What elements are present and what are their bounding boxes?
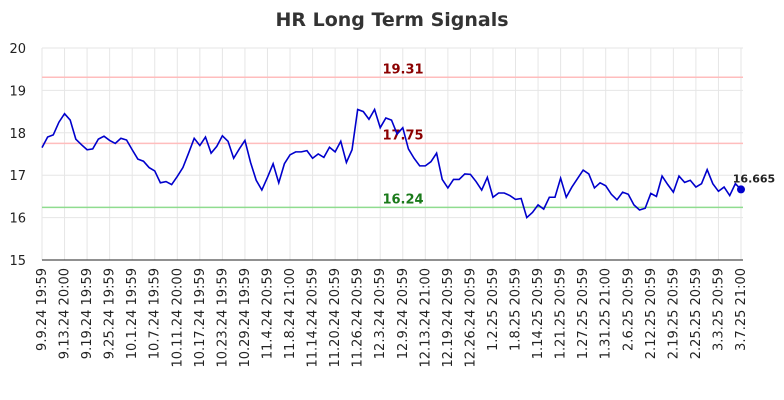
x-tick-label: 11.4.24 20:59: [260, 268, 275, 359]
x-tick-label: 1.31.25 21:00: [599, 268, 614, 359]
x-tick-label: 10.1.24 19:59: [125, 268, 140, 359]
reference-label: 19.31: [382, 62, 423, 77]
x-tick-label: 11.8.24 21:00: [283, 268, 298, 359]
chart-title: HR Long Term Signals: [275, 9, 508, 31]
x-tick-label: 1.21.25 20:59: [554, 268, 569, 359]
x-tick-label: 11.26.24 20:59: [351, 268, 366, 368]
x-tick-label: 9.13.24 20:00: [58, 268, 73, 359]
x-tick-label: 3.7.25 21:00: [734, 268, 749, 351]
x-tick-label: 2.19.25 20:59: [666, 268, 681, 359]
x-tick-label: 2.6.25 20:59: [621, 268, 636, 351]
x-tick-label: 12.13.24 21:00: [418, 268, 433, 368]
y-tick-label: 19: [9, 84, 26, 99]
reference-label: 17.75: [382, 128, 423, 143]
x-tick-label: 10.29.24 19:59: [238, 268, 253, 368]
x-tick-label: 10.23.24 19:59: [215, 268, 230, 368]
last-value-label: 16.665: [733, 172, 775, 185]
x-tick-label: 1.2.25 20:59: [486, 268, 501, 351]
y-tick-label: 20: [9, 42, 26, 57]
line-series: [41, 107, 742, 220]
last-point: [737, 185, 745, 194]
x-tick-label: 9.25.24 19:59: [103, 268, 118, 359]
y-tick-label: 17: [9, 169, 26, 184]
x-tick-label: 10.17.24 19:59: [193, 268, 208, 368]
x-tick-label: 10.7.24 19:59: [148, 268, 163, 359]
x-tick-label: 12.26.24 20:59: [463, 268, 478, 368]
x-tick-label: 9.19.24 19:59: [80, 268, 95, 359]
x-tick-label: 1.8.25 20:59: [509, 268, 524, 351]
x-tick-label: 12.3.24 20:59: [373, 268, 388, 359]
x-tick-label: 1.14.25 20:59: [531, 268, 546, 359]
x-tick-label: 3.3.25 20:59: [711, 268, 726, 351]
x-tick-label: 1.27.25 20:59: [576, 268, 591, 359]
x-tick-label: 9.9.24 19:59: [35, 268, 50, 351]
y-tick-label: 16: [9, 212, 26, 227]
x-tick-label: 12.19.24 20:59: [441, 268, 456, 368]
x-tick-label: 11.20.24 20:59: [328, 268, 343, 368]
x-tick-label: 11.14.24 20:59: [306, 268, 321, 368]
x-tick-label: 12.9.24 20:59: [396, 268, 411, 359]
x-tick-label: 2.25.25 20:59: [689, 268, 704, 359]
y-tick-label: 18: [9, 127, 26, 142]
y-tick-label: 15: [9, 254, 26, 269]
x-tick-label: 10.11.24 20:00: [170, 268, 185, 368]
x-tick-label: 2.12.25 20:59: [644, 268, 659, 359]
reference-label: 16.24: [382, 192, 423, 207]
